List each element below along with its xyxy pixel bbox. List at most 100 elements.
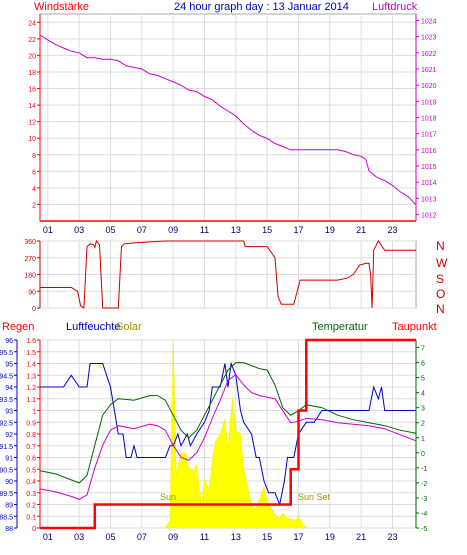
wind-pressure-x-tick-label: 09 [168, 225, 178, 235]
climate-x-tick-label: 01 [43, 532, 53, 542]
wind-pressure-ticks: 01 03 05 07 09 11 13 15 17 19 21 232468101214161820… [28, 18, 436, 235]
pressure-tick-label: 1023 [421, 35, 437, 42]
direction-tick-label: 360 [24, 239, 36, 246]
wind-pressure-x-tick-label: 17 [293, 225, 303, 235]
wind-tick-label: 8 [32, 153, 36, 160]
wind-pressure-x-tick-label: 01 [43, 225, 53, 235]
compass-label-n-top: N [436, 239, 445, 253]
humidity-tick-label: 94.5 [0, 373, 13, 380]
wind-pressure-x-tick-label: 21 [356, 225, 366, 235]
wind-pressure-x-tick-label: 07 [137, 225, 147, 235]
direction-tick-label: 0 [32, 306, 36, 313]
wind-pressure-x-tick-label: 11 [200, 225, 209, 235]
wind-tick-label: 16 [28, 87, 36, 94]
rain-tick-label: 1.5 [26, 350, 36, 357]
rain-tick-label: 1.6 [26, 338, 36, 345]
wind-pressure-x-tick-label: 23 [387, 225, 397, 235]
wind-direction-line [40, 239, 416, 309]
temperature-tick-label: 1 [421, 436, 425, 443]
compass-label-s: S [436, 272, 445, 286]
temperature-tick-label: 4 [421, 391, 425, 398]
climate-x-tick-label: 07 [137, 532, 147, 542]
wind-pressure-x-tick-label: 13 [231, 225, 241, 235]
climate-x-tick-label: 17 [293, 532, 303, 542]
humidity-tick-label: 92 [5, 432, 13, 439]
wind-tick-label: 20 [28, 53, 36, 60]
humidity-tick-label: 95 [5, 362, 13, 369]
temperature-tick-label: -4 [421, 511, 427, 518]
humidity-tick-label: 96 [5, 338, 13, 345]
pressure-line [39, 34, 417, 206]
humidity-line [40, 361, 416, 507]
rain-tick-label: 1.2 [26, 385, 36, 392]
temperature-axis-title: Temperatur [312, 321, 368, 333]
rain-tick-label: 0.6 [26, 456, 36, 463]
climate-x-tick-label: 19 [325, 532, 335, 542]
rain-tick-label: 0.8 [26, 432, 36, 439]
rain-tick-label: 0.1 [26, 514, 36, 521]
wind-tick-label: 14 [28, 103, 36, 110]
rain-tick-label: 1.1 [26, 397, 36, 404]
rain-axis-title: Regen [2, 321, 35, 333]
humidity-tick-label: 93.5 [0, 397, 13, 404]
rain-tick-label: 0.2 [26, 503, 36, 510]
wind-tick-label: 6 [32, 169, 36, 176]
pressure-tick-label: 1015 [421, 164, 437, 171]
humidity-tick-label: 90 [5, 479, 13, 486]
climate-x-tick-label: 15 [262, 532, 272, 542]
wind-tick-label: 4 [32, 186, 36, 193]
compass-label-n-bottom: N [436, 302, 445, 316]
pressure-tick-label: 1012 [421, 213, 437, 220]
dewpoint-line [39, 373, 417, 500]
direction-tick-label: 90 [28, 289, 36, 296]
humidity-tick-label: 91 [5, 456, 13, 463]
climate-x-tick-label: 03 [74, 532, 84, 542]
pressure-tick-label: 1014 [421, 180, 437, 187]
humidity-tick-label: 88.5 [0, 514, 13, 521]
wind-tick-label: 22 [28, 37, 36, 44]
wind-pressure-x-tick-label: 19 [325, 225, 335, 235]
wind-tick-label: 18 [28, 70, 36, 77]
climate-ticks: 01 03 05 07 09 11 13 15 17 19 21 2300.10.20.30.40.5… [0, 338, 427, 542]
wind-pressure-x-tick-label: 15 [262, 225, 272, 235]
wind-axis-title: Windstärke [34, 1, 90, 13]
humidity-tick-label: 94 [5, 385, 13, 392]
temperature-tick-label: 2 [421, 421, 425, 428]
humidity-tick-label: 89.5 [0, 491, 13, 498]
humidity-tick-label: 93 [5, 409, 13, 416]
compass-label-w: W [436, 256, 448, 270]
rain-line [40, 338, 416, 530]
pressure-tick-label: 1017 [421, 132, 437, 139]
humidity-tick-label: 90.5 [0, 467, 13, 474]
temperature-tick-label: 0 [421, 451, 425, 458]
rain-tick-label: 1.4 [26, 362, 36, 369]
wind-tick-label: 2 [32, 202, 36, 209]
temperature-line [39, 362, 417, 484]
pressure-tick-label: 1020 [421, 83, 437, 90]
humidity-tick-label: 89 [5, 503, 13, 510]
temperature-tick-label: -3 [421, 496, 427, 503]
rain-tick-label: 0.5 [26, 467, 36, 474]
climate-x-tick-label: 09 [168, 532, 178, 542]
temperature-tick-label: 6 [421, 361, 425, 368]
pressure-tick-label: 1021 [421, 67, 437, 74]
rain-tick-label: 0.7 [26, 444, 36, 451]
climate-series [39, 338, 417, 530]
climate-x-tick-label: 05 [105, 532, 115, 542]
temperature-tick-label: 5 [421, 376, 425, 383]
pressure-tick-label: 1016 [421, 148, 437, 155]
wind-pressure-series [39, 34, 417, 222]
sunset-label: Sun Set [298, 492, 331, 502]
pressure-tick-label: 1018 [421, 116, 437, 123]
temperature-tick-label: 7 [421, 346, 425, 353]
wind-pressure-x-tick-label: 03 [74, 225, 84, 235]
pressure-tick-label: 1022 [421, 51, 437, 58]
rain-tick-label: 1.3 [26, 373, 36, 380]
climate-x-tick-label: 23 [387, 532, 397, 542]
humidity-tick-label: 91.5 [0, 444, 13, 451]
humidity-tick-label: 95.5 [0, 350, 13, 357]
direction-tick-label: 270 [24, 256, 36, 263]
climate-x-tick-label: 13 [231, 532, 241, 542]
wind-pressure-grid [40, 14, 416, 221]
